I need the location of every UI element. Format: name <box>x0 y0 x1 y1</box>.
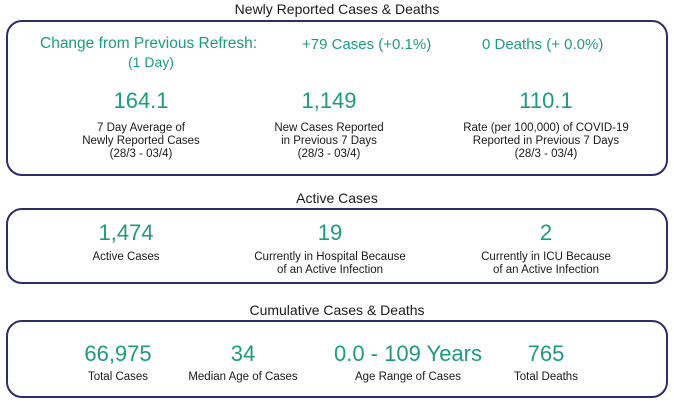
active-cases-value: 1,474 <box>98 220 154 245</box>
seven-day-average-value: 164.1 <box>113 88 169 113</box>
active-cases-panel: 1,474 Active Cases 19 Currently in Hospi… <box>6 208 668 284</box>
age-range-value: 0.0 - 109 Years <box>333 341 482 366</box>
total-cases-label: Total Cases <box>87 371 149 383</box>
cases-change: +79 Cases (+0.1%) <box>302 36 432 53</box>
age-range-label: Age Range of Cases <box>354 371 462 383</box>
change-label: Change from Previous Refresh: <box>40 35 258 52</box>
cumulative-title: Cumulative Cases & Deaths <box>249 302 425 318</box>
deaths-change: 0 Deaths (+ 0.0%) <box>482 36 604 53</box>
in-icu-label: Currently in ICU Because of an Active In… <box>481 251 611 276</box>
in-hospital-label: Currently in Hospital Because of an Acti… <box>254 251 406 276</box>
total-deaths-label: Total Deaths <box>514 371 578 383</box>
total-deaths-value: 765 <box>527 341 565 366</box>
median-age-value: 34 <box>230 341 256 366</box>
seven-day-average-label: 7 Day Average of Newly Reported Cases (2… <box>82 122 200 160</box>
active-cases-label: Active Cases <box>92 251 160 263</box>
median-age-label: Median Age of Cases <box>188 371 298 383</box>
active-cases-title: Active Cases <box>296 190 378 206</box>
newly-reported-panel: Change from Previous Refresh: (1 Day) +7… <box>6 20 668 176</box>
new-cases-label: New Cases Reported in Previous 7 Days (2… <box>274 122 384 160</box>
cumulative-panel: 66,975 Total Cases 34 Median Age of Case… <box>6 320 668 398</box>
in-hospital-value: 19 <box>317 220 343 245</box>
newly-reported-title: Newly Reported Cases & Deaths <box>234 1 440 17</box>
change-period: (1 Day) <box>128 54 174 70</box>
rate-label: Rate (per 100,000) of COVID-19 Reported … <box>463 122 629 160</box>
total-cases-value: 66,975 <box>84 341 152 366</box>
in-icu-value: 2 <box>539 220 553 245</box>
rate-value: 110.1 <box>519 88 573 113</box>
new-cases-value: 1,149 <box>301 88 357 113</box>
